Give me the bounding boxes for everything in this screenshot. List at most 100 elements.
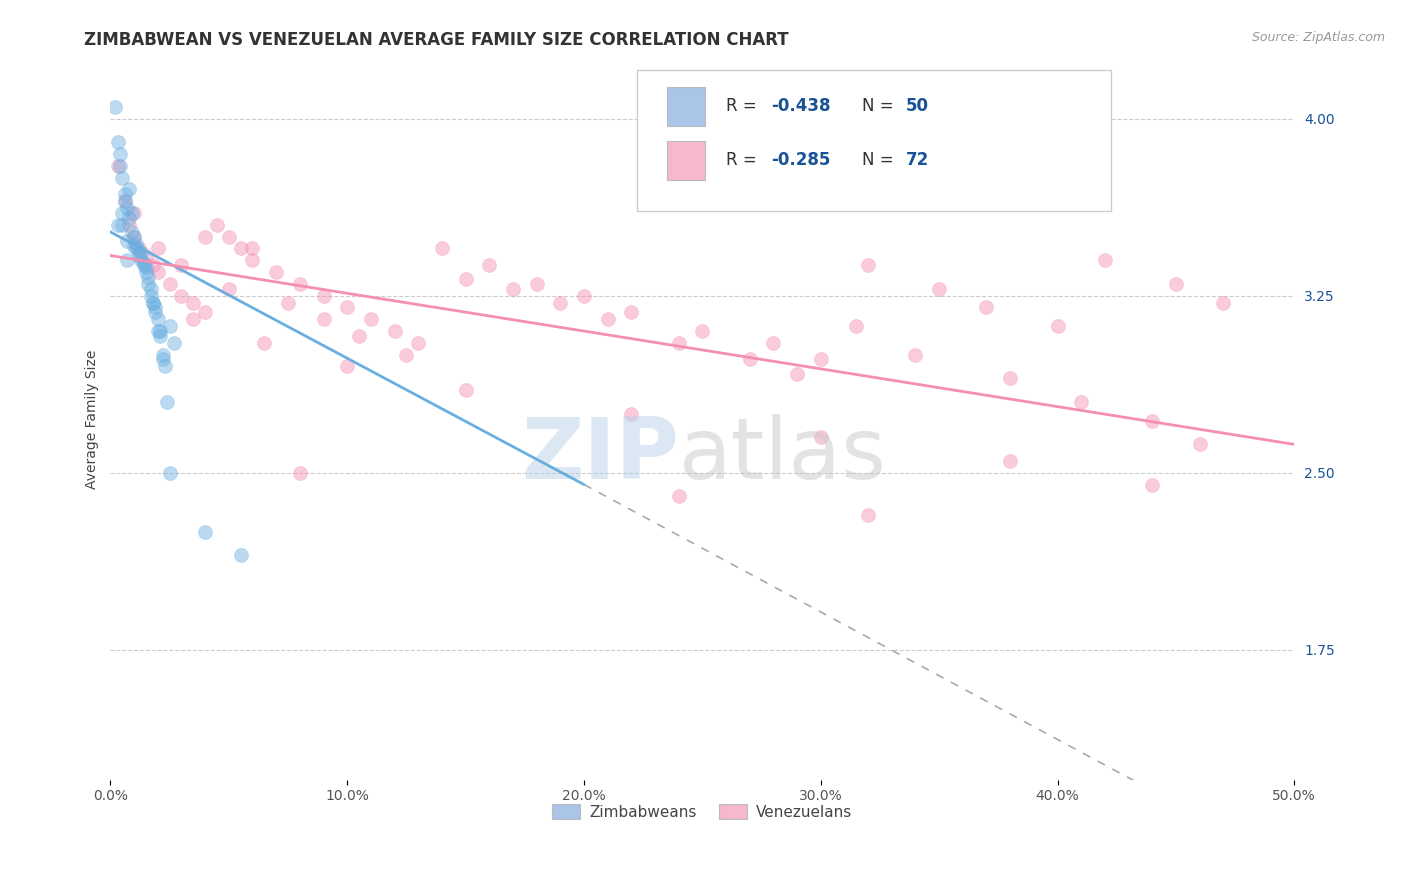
Text: -0.438: -0.438: [770, 97, 831, 115]
Point: [998, 454, 1021, 468]
Point: [845, 319, 868, 334]
Point: [146, 265, 169, 279]
Point: [156, 395, 179, 409]
Point: [360, 312, 382, 326]
Text: N =: N =: [862, 152, 898, 169]
Point: [149, 324, 172, 338]
Text: R =: R =: [725, 152, 762, 169]
Point: [125, 242, 148, 256]
Text: 50: 50: [905, 97, 929, 115]
Point: [1094, 253, 1116, 268]
Point: [108, 159, 131, 173]
Point: [122, 206, 145, 220]
Point: [1142, 477, 1164, 491]
Point: [135, 260, 157, 275]
Point: [620, 305, 643, 319]
Point: [122, 229, 145, 244]
Point: [139, 288, 162, 302]
Point: [454, 272, 477, 286]
Text: 72: 72: [905, 152, 929, 169]
Point: [122, 229, 145, 244]
Point: [108, 147, 131, 161]
Point: [336, 301, 359, 315]
Point: [136, 269, 159, 284]
Point: [136, 277, 159, 291]
Point: [194, 305, 217, 319]
Point: [526, 277, 548, 291]
Point: [998, 371, 1021, 385]
Point: [620, 407, 643, 421]
Point: [132, 255, 155, 269]
Point: [856, 258, 879, 272]
Point: [430, 242, 453, 256]
Point: [277, 295, 299, 310]
Point: [135, 265, 157, 279]
Point: [810, 352, 832, 367]
Point: [142, 258, 165, 272]
Point: [135, 248, 157, 262]
Point: [336, 359, 359, 374]
Point: [146, 312, 169, 326]
Point: [145, 301, 167, 315]
Point: [121, 206, 143, 220]
Text: atlas: atlas: [679, 414, 887, 497]
FancyBboxPatch shape: [637, 70, 1111, 211]
Point: [548, 295, 571, 310]
Point: [229, 549, 252, 563]
Point: [118, 211, 141, 225]
Point: [132, 258, 155, 272]
Text: R =: R =: [725, 97, 762, 115]
Point: [242, 242, 264, 256]
Point: [152, 352, 174, 367]
Point: [152, 348, 174, 362]
Point: [107, 135, 129, 149]
Point: [149, 328, 172, 343]
Point: [218, 229, 240, 244]
Bar: [666, 87, 704, 126]
Point: [454, 383, 477, 397]
Point: [153, 359, 176, 374]
Text: ZIMBABWEAN VS VENEZUELAN AVERAGE FAMILY SIZE CORRELATION CHART: ZIMBABWEAN VS VENEZUELAN AVERAGE FAMILY …: [84, 31, 789, 49]
Point: [384, 324, 406, 338]
Point: [111, 206, 134, 220]
Bar: [666, 141, 704, 180]
Point: [129, 253, 152, 268]
Point: [194, 524, 217, 539]
Point: [762, 335, 785, 350]
Point: [139, 282, 162, 296]
Point: [181, 312, 204, 326]
Point: [163, 335, 186, 350]
Point: [288, 277, 311, 291]
Point: [572, 288, 595, 302]
Point: [159, 466, 181, 480]
Point: [253, 335, 276, 350]
Point: [1070, 395, 1092, 409]
Point: [115, 253, 138, 268]
Point: [115, 202, 138, 216]
Point: [142, 295, 165, 310]
Point: [406, 335, 429, 350]
Point: [229, 242, 252, 256]
Text: N =: N =: [862, 97, 898, 115]
Point: [264, 265, 287, 279]
Point: [218, 282, 240, 296]
Point: [856, 508, 879, 523]
Point: [114, 194, 136, 209]
Point: [146, 324, 169, 338]
Point: [1212, 295, 1234, 310]
Point: [288, 466, 311, 480]
Y-axis label: Average Family Size: Average Family Size: [86, 350, 100, 490]
Point: [1046, 319, 1069, 334]
Point: [810, 430, 832, 444]
Point: [668, 489, 690, 503]
Point: [928, 282, 950, 296]
Point: [596, 312, 619, 326]
Point: [128, 248, 150, 262]
Point: [107, 218, 129, 232]
Point: [502, 282, 524, 296]
Point: [114, 187, 136, 202]
Point: [170, 288, 193, 302]
Point: [145, 305, 167, 319]
Point: [1164, 277, 1187, 291]
Point: [142, 295, 165, 310]
